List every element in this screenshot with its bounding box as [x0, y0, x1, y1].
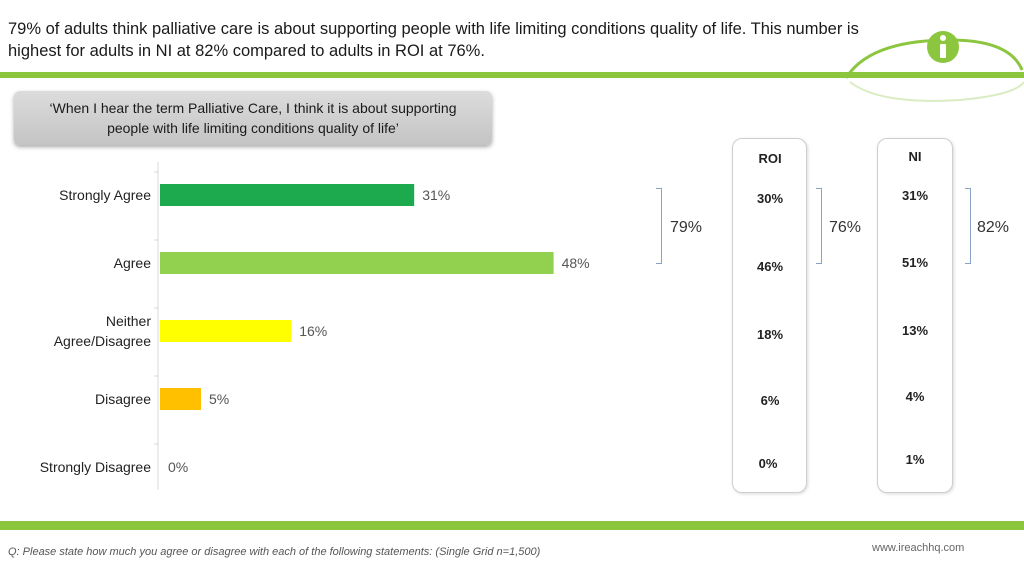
website-link[interactable]: www.ireachhq.com — [872, 542, 965, 554]
roi-agree-bracket — [816, 188, 822, 264]
bar-agree — [160, 252, 554, 274]
roi-disagree-value: 6% — [760, 393, 780, 408]
roi-panel: ROI 30% 46% 18% 6% 0% — [732, 138, 807, 493]
data-label: 5% — [209, 391, 229, 407]
roi-strongly-agree-value: 30% — [756, 191, 784, 206]
ni-agree-total: 82% — [977, 219, 1010, 236]
ni-agree-value: 51% — [901, 255, 929, 270]
bar-strongly-agree — [160, 184, 415, 206]
agreement-bar-chart: Strongly Agree 31% Agree 48% Neither Agree/Di… — [40, 162, 590, 490]
roi-neither-value: 18% — [756, 327, 784, 342]
ni-strongly-agree-value: 31% — [901, 188, 929, 203]
roi-strongly-disagree-value: 0% — [758, 456, 778, 471]
ni-agree-bracket — [965, 188, 971, 264]
category-label: Agree/Disagree — [54, 333, 151, 349]
roi-header: ROI — [758, 151, 782, 166]
bottom-green-rule — [0, 521, 1024, 530]
category-label: Strongly Agree — [59, 187, 151, 203]
quote-text: ‘When I hear the term Palliative Care, I… — [49, 100, 457, 136]
ni-disagree-value: 4% — [905, 389, 925, 404]
category-label: Agree — [114, 255, 152, 271]
data-label: 31% — [422, 187, 450, 203]
bar-neither-agree-disagree — [160, 320, 292, 342]
overall-agree-bracket — [656, 188, 662, 264]
ni-neither-value: 13% — [901, 323, 929, 338]
info-i-icon — [844, 31, 1024, 102]
ni-panel: NI 31% 51% 13% 4% 1% — [877, 138, 953, 493]
overall-agree-total: 79% — [670, 219, 703, 236]
top-green-rule — [0, 72, 1024, 78]
headline: 79% of adults think palliative care is a… — [8, 20, 859, 60]
category-label: Strongly Disagree — [40, 459, 151, 475]
data-label: 48% — [562, 255, 590, 271]
roi-agree-total: 76% — [829, 219, 862, 236]
data-label: 16% — [299, 323, 327, 339]
roi-agree-value: 46% — [756, 259, 784, 274]
quote-box: ‘When I hear the term Palliative Care, I… — [14, 91, 492, 145]
data-label: 0% — [168, 459, 188, 475]
category-label: Disagree — [95, 391, 151, 407]
bar-disagree — [160, 388, 201, 410]
category-label: Neither — [106, 313, 151, 329]
ni-strongly-disagree-value: 1% — [905, 452, 925, 467]
ni-header: NI — [908, 149, 922, 164]
footnote: Q: Please state how much you agree or di… — [8, 546, 541, 558]
